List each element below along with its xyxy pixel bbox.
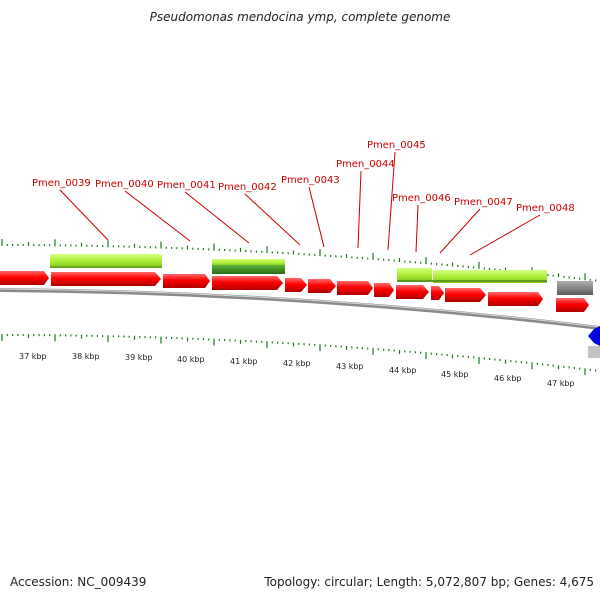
scale-label: 47 kbp bbox=[547, 379, 575, 388]
cds-arrow[interactable] bbox=[488, 292, 543, 306]
gene-label-pmen-0040[interactable]: Pmen_0040 bbox=[95, 179, 154, 190]
rna-feature[interactable] bbox=[397, 268, 432, 281]
gene-label-pmen-0046[interactable]: Pmen_0046 bbox=[392, 193, 451, 204]
rna-feature-dark[interactable] bbox=[212, 265, 285, 274]
cds-arrow[interactable] bbox=[396, 285, 429, 299]
blue-feature-arrow[interactable] bbox=[588, 326, 600, 346]
scale-label: 42 kbp bbox=[283, 359, 311, 368]
rna-feature-edge bbox=[50, 266, 162, 268]
leader-line bbox=[244, 193, 301, 246]
accession-label: Accession: NC_009439 bbox=[10, 575, 147, 589]
scale-label: 40 kbp bbox=[177, 355, 205, 364]
leader-line bbox=[387, 151, 396, 251]
cds-arrow[interactable] bbox=[431, 286, 444, 300]
gene-label-pmen-0044[interactable]: Pmen_0044 bbox=[336, 159, 395, 170]
scale-label: 41 kbp bbox=[230, 357, 258, 366]
backbone-line bbox=[0, 288, 600, 330]
rna-feature[interactable] bbox=[212, 259, 285, 266]
leader-line bbox=[439, 208, 481, 254]
gray-feature-block[interactable] bbox=[588, 346, 600, 358]
leader-line bbox=[59, 189, 109, 241]
rna-feature[interactable] bbox=[433, 270, 547, 283]
gene-label-pmen-0045[interactable]: Pmen_0045 bbox=[367, 140, 426, 151]
gene-label-pmen-0041[interactable]: Pmen_0041 bbox=[157, 180, 216, 191]
leader-line bbox=[415, 204, 419, 253]
cds-arrow[interactable] bbox=[212, 276, 283, 290]
cds-arrow[interactable] bbox=[51, 272, 161, 286]
gene-label-pmen-0048[interactable]: Pmen_0048 bbox=[516, 203, 575, 214]
rna-feature[interactable] bbox=[50, 254, 162, 267]
lower-tick-row bbox=[1, 334, 597, 376]
rna-feature-track bbox=[50, 254, 593, 295]
scale-label: 38 kbp bbox=[72, 352, 100, 361]
leader-line bbox=[357, 170, 362, 249]
leader-line bbox=[124, 190, 191, 242]
genome-summary: Topology: circular; Length: 5,072,807 bp… bbox=[264, 575, 594, 589]
backbone-highlight bbox=[0, 288, 600, 328]
cds-arrow[interactable] bbox=[0, 271, 49, 285]
cds-arrow[interactable] bbox=[374, 283, 394, 297]
gene-label-pmen-0039[interactable]: Pmen_0039 bbox=[32, 178, 91, 189]
gene-label-pmen-0043[interactable]: Pmen_0043 bbox=[281, 175, 340, 186]
scale-label: 44 kbp bbox=[389, 366, 417, 375]
rna-feature-edge bbox=[397, 280, 547, 282]
scale-label: 37 kbp bbox=[19, 352, 47, 361]
leader-line bbox=[308, 186, 325, 248]
gene-labels: Pmen_0039 Pmen_0040 Pmen_0041 Pmen_0042 … bbox=[32, 140, 575, 214]
cds-arrow[interactable] bbox=[337, 281, 373, 295]
map-title: Pseudomonas mendocina ymp, complete geno… bbox=[149, 10, 451, 24]
leader-line bbox=[469, 214, 541, 256]
leader-lines bbox=[59, 151, 541, 256]
cds-arrow[interactable] bbox=[556, 298, 589, 312]
cds-arrow[interactable] bbox=[163, 274, 210, 288]
scale-labels: 37 kbp 38 kbp 39 kbp 40 kbp 41 kbp 42 kb… bbox=[19, 352, 575, 388]
cds-feature-track bbox=[0, 271, 589, 312]
leader-line bbox=[184, 191, 250, 244]
scale-label: 43 kbp bbox=[336, 362, 364, 371]
cds-arrow[interactable] bbox=[445, 288, 486, 302]
other-feature[interactable] bbox=[557, 281, 593, 295]
scale-label: 45 kbp bbox=[441, 370, 469, 379]
gene-label-pmen-0042[interactable]: Pmen_0042 bbox=[218, 182, 277, 193]
cds-arrow[interactable] bbox=[308, 279, 336, 293]
scale-label: 46 kbp bbox=[494, 374, 522, 383]
cds-arrow[interactable] bbox=[285, 278, 307, 292]
gene-label-pmen-0047[interactable]: Pmen_0047 bbox=[454, 197, 513, 208]
scale-label: 39 kbp bbox=[125, 353, 153, 362]
